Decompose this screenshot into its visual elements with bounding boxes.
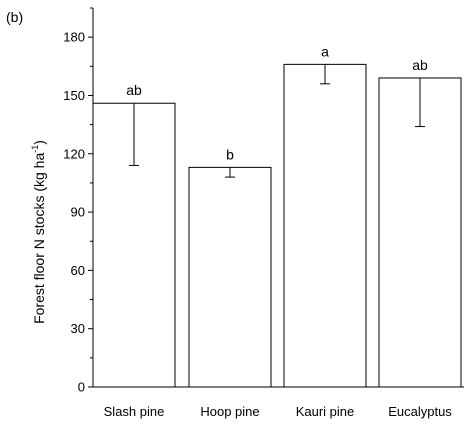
- significance-label: ab: [126, 82, 142, 98]
- y-axis-label-close: ): [31, 140, 47, 145]
- y-axis-label-main: Forest floor N stocks (kg ha: [31, 153, 47, 324]
- y-tick-label: 90: [71, 205, 85, 220]
- x-tick-label: Slash pine: [104, 404, 165, 419]
- y-tick-label: 0: [78, 380, 85, 395]
- x-tick-label: Kauri pine: [296, 404, 355, 419]
- y-tick-label: 180: [63, 30, 85, 45]
- x-tick-label: Hoop pine: [200, 404, 259, 419]
- y-tick-label: 120: [63, 146, 85, 161]
- bar: [283, 63, 367, 388]
- panel-label: (b): [6, 9, 23, 25]
- y-axis-label: Forest floor N stocks (kg ha-1): [30, 140, 47, 324]
- x-tick-label: Eucalyptus: [388, 404, 452, 419]
- bar: [188, 166, 272, 388]
- y-tick-label: 150: [63, 88, 85, 103]
- y-tick-label: 60: [71, 263, 85, 278]
- plot-area: 0 30 60 90 120 150 180 ab Slash pine b Hoop pine a K…: [63, 7, 464, 419]
- y-axis-label-superscript: -1: [30, 145, 40, 153]
- bar: [378, 77, 462, 388]
- significance-label: a: [321, 43, 329, 59]
- significance-label: b: [226, 146, 234, 162]
- y-tick-label: 30: [71, 321, 85, 336]
- significance-label: ab: [412, 57, 428, 73]
